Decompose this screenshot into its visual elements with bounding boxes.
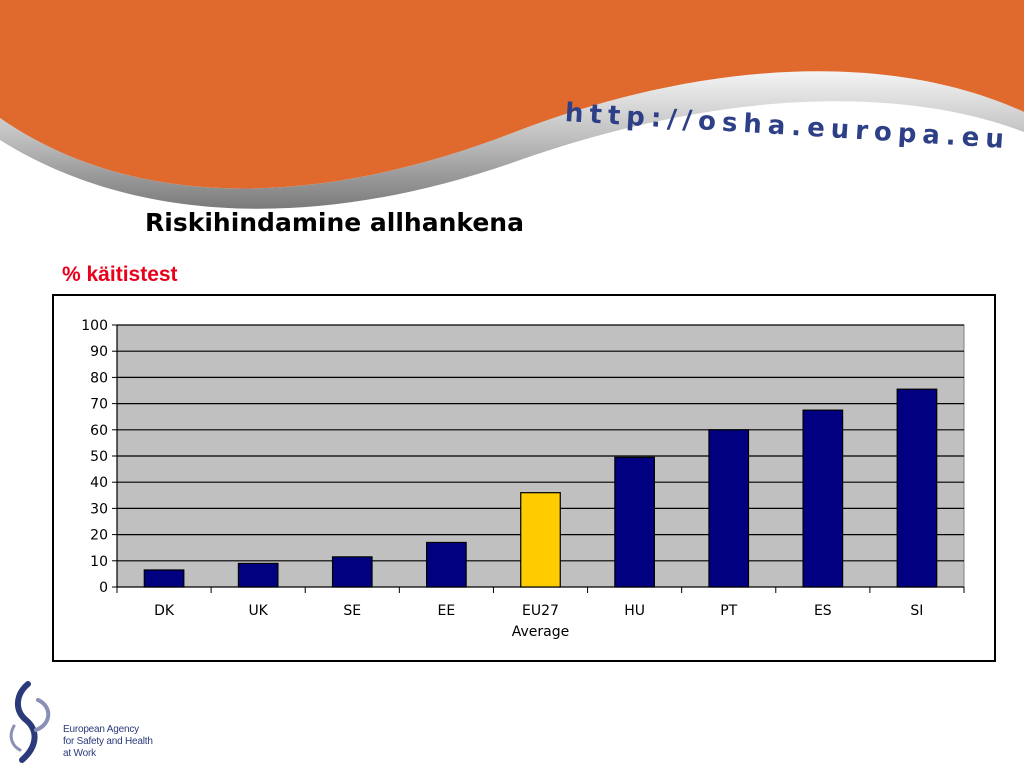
bar-si: [896, 388, 938, 588]
bar-se: [331, 556, 373, 588]
eu-osha-logo: European Agency for Safety and Health at…: [8, 680, 153, 764]
y-tick-label: 80: [90, 370, 108, 386]
y-tick-label: 50: [90, 449, 108, 465]
bar-uk: [237, 562, 279, 588]
x-tick-label: SI: [910, 603, 923, 619]
bar-chart: 0 10 20 30 40 50 60 70 80 90 100 DK UK SE EE EU27 Avera…: [81, 318, 965, 640]
page-title: Riskihindamine allhankena: [145, 208, 524, 237]
y-tick-label: 60: [90, 423, 108, 439]
x-axis: DK UK SE EE EU27 Average HU PT ES SI: [116, 586, 965, 640]
bar-eu27-average: [520, 492, 561, 588]
chart-subtitle: % käitistest: [62, 263, 178, 286]
x-tick-label: SE: [343, 603, 361, 619]
y-tick-label: 0: [99, 580, 108, 596]
y-tick-label: 40: [90, 475, 108, 491]
bars: [143, 388, 938, 588]
y-tick-label: 70: [90, 397, 108, 413]
y-tick-label: 20: [90, 528, 108, 544]
x-tick-label: EU27: [522, 603, 559, 619]
y-tick-label: 100: [81, 318, 108, 334]
bar-dk: [143, 569, 185, 588]
x-tick-label: Average: [512, 624, 570, 640]
y-tick-label: 90: [90, 344, 108, 360]
x-tick-label: EE: [438, 603, 456, 619]
x-tick-label: HU: [624, 603, 645, 619]
y-axis: 0 10 20 30 40 50 60 70 80 90 100: [81, 318, 118, 596]
bar-hu: [614, 456, 655, 588]
x-tick-label: ES: [814, 603, 832, 619]
x-tick-label: PT: [720, 603, 737, 619]
banner-swoosh-shadow: [0, 71, 1024, 209]
logo-line-1: European Agency: [63, 724, 139, 735]
bar-pt: [708, 429, 750, 588]
y-tick-label: 30: [90, 501, 108, 517]
banner-orange-wave: [0, 0, 1024, 189]
x-tick-label: DK: [154, 603, 175, 619]
bar-es: [802, 409, 844, 588]
header-banner: [0, 0, 1024, 209]
logo-line-2: for Safety and Health: [63, 736, 153, 747]
y-tick-label: 10: [90, 554, 108, 570]
logo-line-3: at Work: [63, 748, 96, 759]
x-tick-label: UK: [248, 603, 268, 619]
logo-emblem-icon: [9, 681, 51, 763]
bar-ee: [426, 541, 467, 588]
